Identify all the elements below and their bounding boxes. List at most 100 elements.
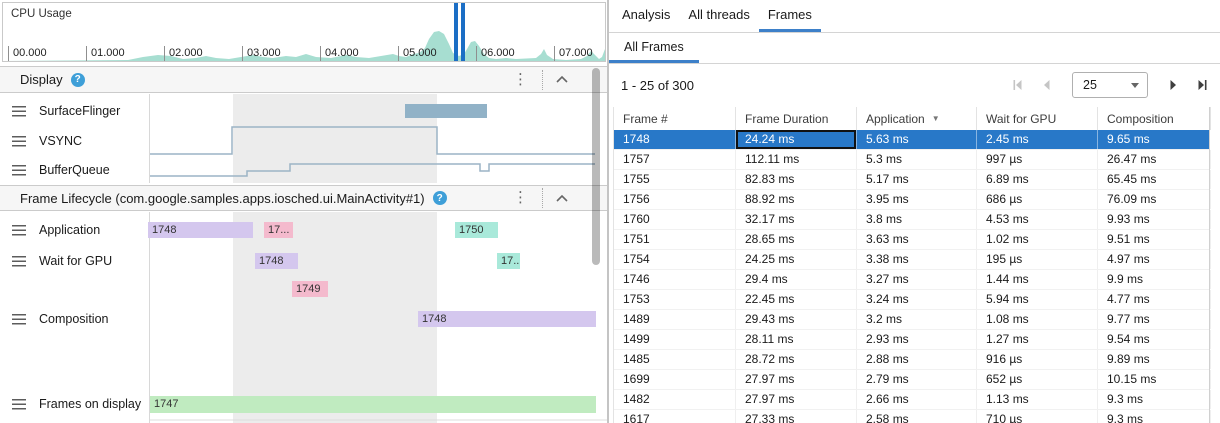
selection-cursor-line[interactable] xyxy=(454,3,458,61)
table-cell[interactable]: 3.8 ms xyxy=(857,210,977,229)
table-cell[interactable]: 1617 xyxy=(614,410,736,423)
table-cell[interactable]: 2.88 ms xyxy=(857,350,977,369)
table-cell[interactable]: 3.63 ms xyxy=(857,230,977,249)
table-cell[interactable]: 9.54 ms xyxy=(1098,330,1211,349)
table-cell[interactable]: 195 µs xyxy=(977,250,1098,269)
table-cell[interactable]: 76.09 ms xyxy=(1098,190,1211,209)
table-cell[interactable]: 1753 xyxy=(614,290,736,309)
table-cell[interactable]: 686 µs xyxy=(977,190,1098,209)
first-page-button[interactable] xyxy=(1010,77,1026,93)
table-cell[interactable]: 916 µs xyxy=(977,350,1098,369)
drag-grip-icon[interactable] xyxy=(12,398,26,410)
drag-grip-icon[interactable] xyxy=(12,313,26,325)
table-cell[interactable]: 82.83 ms xyxy=(736,170,857,189)
table-cell[interactable]: 1499 xyxy=(614,330,736,349)
table-cell[interactable]: 1.27 ms xyxy=(977,330,1098,349)
table-cell[interactable]: 27.33 ms xyxy=(736,410,857,423)
table-cell[interactable]: 24.24 ms xyxy=(736,130,857,149)
table-row[interactable]: 1753 22.45 ms 3.24 ms 5.94 ms 4.77 ms xyxy=(614,290,1211,310)
table-cell[interactable]: 2.45 ms xyxy=(977,130,1098,149)
table-cell[interactable]: 9.77 ms xyxy=(1098,310,1211,329)
table-row[interactable]: 1482 27.97 ms 2.66 ms 1.13 ms 9.3 ms xyxy=(614,390,1211,410)
table-cell[interactable]: 5.3 ms xyxy=(857,150,977,169)
drag-grip-icon[interactable] xyxy=(12,135,26,147)
table-row[interactable]: 1746 29.4 ms 3.27 ms 1.44 ms 9.9 ms xyxy=(614,270,1211,290)
table-cell[interactable]: 652 µs xyxy=(977,370,1098,389)
table-cell[interactable]: 9.89 ms xyxy=(1098,350,1211,369)
table-cell[interactable]: 9.65 ms xyxy=(1098,130,1211,149)
table-cell[interactable]: 28.72 ms xyxy=(736,350,857,369)
table-cell[interactable]: 24.25 ms xyxy=(736,250,857,269)
table-cell[interactable]: 1760 xyxy=(614,210,736,229)
table-row[interactable]: 1699 27.97 ms 2.79 ms 652 µs 10.15 ms xyxy=(614,370,1211,390)
column-header-frame-duration[interactable]: Frame Duration xyxy=(736,107,857,130)
frame-chip[interactable]: 1750 xyxy=(455,222,498,238)
table-row[interactable]: 1757 112.11 ms 5.3 ms 997 µs 26.47 ms xyxy=(614,150,1211,170)
table-row[interactable]: 1760 32.17 ms 3.8 ms 4.53 ms 9.93 ms xyxy=(614,210,1211,230)
table-row[interactable]: 1617 27.33 ms 2.58 ms 710 µs 9.3 ms xyxy=(614,410,1211,423)
table-cell[interactable]: 4.97 ms xyxy=(1098,250,1211,269)
table-cell[interactable]: 28.65 ms xyxy=(736,230,857,249)
previous-page-button[interactable] xyxy=(1039,77,1055,93)
table-cell[interactable]: 1755 xyxy=(614,170,736,189)
table-row[interactable]: 1489 29.43 ms 3.2 ms 1.08 ms 9.77 ms xyxy=(614,310,1211,330)
table-cell[interactable]: 22.45 ms xyxy=(736,290,857,309)
table-row[interactable]: 1499 28.11 ms 2.93 ms 1.27 ms 9.54 ms xyxy=(614,330,1211,350)
table-cell[interactable]: 1489 xyxy=(614,310,736,329)
table-cell[interactable]: 4.53 ms xyxy=(977,210,1098,229)
collapse-chevron-icon[interactable] xyxy=(555,75,569,84)
table-cell[interactable]: 2.58 ms xyxy=(857,410,977,423)
drag-grip-icon[interactable] xyxy=(12,224,26,236)
table-cell[interactable]: 65.45 ms xyxy=(1098,170,1211,189)
table-cell[interactable]: 112.11 ms xyxy=(736,150,857,169)
table-cell[interactable]: 3.38 ms xyxy=(857,250,977,269)
table-cell[interactable]: 9.9 ms xyxy=(1098,270,1211,289)
table-cell[interactable]: 1751 xyxy=(614,230,736,249)
table-cell[interactable]: 10.15 ms xyxy=(1098,370,1211,389)
table-cell[interactable]: 1.13 ms xyxy=(977,390,1098,409)
table-row[interactable]: 1748 24.24 ms 5.63 ms 2.45 ms 9.65 ms xyxy=(614,130,1211,150)
table-cell[interactable]: 1746 xyxy=(614,270,736,289)
column-header-composition[interactable]: Composition xyxy=(1098,107,1211,130)
next-page-button[interactable] xyxy=(1165,77,1181,93)
table-cell[interactable]: 29.4 ms xyxy=(736,270,857,289)
kebab-menu-icon[interactable]: ⋮ xyxy=(513,189,528,206)
table-row[interactable]: 1755 82.83 ms 5.17 ms 6.89 ms 65.45 ms xyxy=(614,170,1211,190)
table-cell[interactable]: 9.3 ms xyxy=(1098,410,1211,423)
collapse-chevron-icon[interactable] xyxy=(555,194,569,203)
frame-chip[interactable]: 1748 xyxy=(148,222,253,238)
help-icon[interactable]: ? xyxy=(70,72,85,87)
display-section-header[interactable]: Display ? ⋮ xyxy=(0,66,607,93)
help-icon[interactable]: ? xyxy=(432,191,447,205)
table-cell[interactable]: 4.77 ms xyxy=(1098,290,1211,309)
table-cell[interactable]: 1482 xyxy=(614,390,736,409)
table-cell[interactable]: 2.79 ms xyxy=(857,370,977,389)
table-cell[interactable]: 1.44 ms xyxy=(977,270,1098,289)
table-cell[interactable]: 27.97 ms xyxy=(736,390,857,409)
table-cell[interactable]: 1754 xyxy=(614,250,736,269)
table-row[interactable]: 1756 88.92 ms 3.95 ms 686 µs 76.09 ms xyxy=(614,190,1211,210)
table-cell[interactable]: 1748 xyxy=(614,130,736,149)
column-header-frame[interactable]: Frame # xyxy=(614,107,736,130)
table-cell[interactable]: 1.02 ms xyxy=(977,230,1098,249)
table-cell[interactable]: 3.27 ms xyxy=(857,270,977,289)
selection-cursor-line[interactable] xyxy=(461,3,465,61)
vertical-scrollbar[interactable] xyxy=(592,68,600,265)
table-cell[interactable]: 9.93 ms xyxy=(1098,210,1211,229)
table-cell[interactable]: 6.89 ms xyxy=(977,170,1098,189)
table-cell[interactable]: 5.94 ms xyxy=(977,290,1098,309)
frame-lifecycle-section-header[interactable]: Frame Lifecycle (com.google.samples.apps… xyxy=(0,185,607,211)
table-cell[interactable]: 3.24 ms xyxy=(857,290,977,309)
table-cell[interactable]: 32.17 ms xyxy=(736,210,857,229)
table-cell[interactable]: 29.43 ms xyxy=(736,310,857,329)
table-cell[interactable]: 1756 xyxy=(614,190,736,209)
drag-grip-icon[interactable] xyxy=(12,255,26,267)
table-row[interactable]: 1485 28.72 ms 2.88 ms 916 µs 9.89 ms xyxy=(614,350,1211,370)
table-cell[interactable]: 5.17 ms xyxy=(857,170,977,189)
drag-grip-icon[interactable] xyxy=(12,164,26,176)
table-cell[interactable]: 2.93 ms xyxy=(857,330,977,349)
table-cell[interactable]: 710 µs xyxy=(977,410,1098,423)
table-cell[interactable]: 1757 xyxy=(614,150,736,169)
table-cell[interactable]: 28.11 ms xyxy=(736,330,857,349)
frame-chip[interactable]: 1748 xyxy=(418,311,596,327)
